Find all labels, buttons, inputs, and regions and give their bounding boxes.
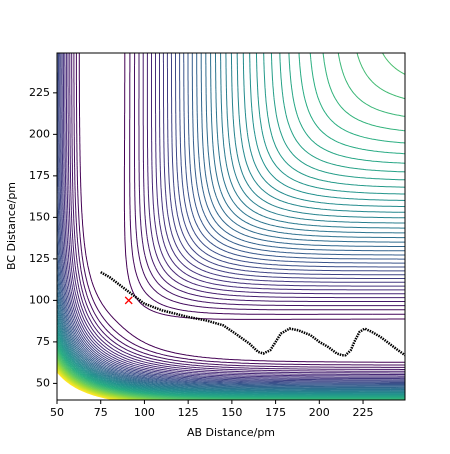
contour-line bbox=[73, 53, 405, 368]
contour-line bbox=[57, 53, 405, 394]
y-tick-label: 50 bbox=[36, 376, 50, 389]
contour-line bbox=[78, 53, 405, 363]
contour-line bbox=[57, 53, 405, 386]
contour-line bbox=[57, 53, 405, 397]
x-tick-label: 225 bbox=[353, 406, 374, 419]
y-tick-label: 150 bbox=[29, 210, 50, 223]
contour-line bbox=[57, 53, 405, 387]
x-tick-label: 125 bbox=[178, 406, 199, 419]
contour-line bbox=[57, 53, 405, 394]
contour-line bbox=[57, 53, 405, 390]
contour-line bbox=[71, 53, 405, 370]
contour-line bbox=[75, 53, 405, 366]
contour-line bbox=[57, 53, 405, 391]
contour-plot bbox=[57, 53, 405, 400]
x-tick-label: 75 bbox=[94, 406, 108, 419]
x-tick-label: 200 bbox=[309, 406, 330, 419]
x-tick-label: 175 bbox=[265, 406, 286, 419]
contour-line bbox=[57, 53, 405, 385]
contour-line bbox=[62, 53, 405, 378]
contour-line bbox=[64, 53, 405, 377]
contour-line bbox=[57, 53, 405, 397]
contour-line bbox=[57, 53, 405, 392]
contour-line bbox=[57, 53, 405, 396]
plot-frame bbox=[56, 52, 406, 401]
contour-line bbox=[57, 53, 405, 389]
contour-line bbox=[57, 53, 405, 400]
marker-cross bbox=[124, 296, 133, 305]
y-tick-label: 75 bbox=[36, 335, 50, 348]
trajectory-layer bbox=[100, 271, 405, 357]
contour-line bbox=[57, 53, 405, 392]
y-tick-label: 100 bbox=[29, 293, 50, 306]
x-tick-label: 100 bbox=[134, 406, 155, 419]
y-tick-label: 200 bbox=[29, 127, 50, 140]
contour-line bbox=[69, 53, 405, 372]
contour-line bbox=[57, 53, 405, 389]
x-tick-label: 50 bbox=[50, 406, 64, 419]
contour-line bbox=[59, 53, 405, 382]
y-tick-label: 175 bbox=[29, 169, 50, 182]
y-tick-label: 125 bbox=[29, 252, 50, 265]
x-tick-label: 150 bbox=[221, 406, 242, 419]
contour-line bbox=[60, 53, 405, 381]
contour-line bbox=[58, 53, 405, 383]
contour-line bbox=[67, 53, 405, 374]
x-axis-label: AB Distance/pm bbox=[187, 426, 275, 439]
y-tick-label: 225 bbox=[29, 86, 50, 99]
contour-line bbox=[57, 53, 405, 399]
trajectory-line bbox=[100, 271, 405, 357]
contour-line bbox=[57, 53, 405, 396]
y-axis-label: BC Distance/pm bbox=[5, 182, 18, 270]
contour-line bbox=[65, 53, 405, 375]
contour-line bbox=[57, 53, 405, 395]
contour-line bbox=[61, 53, 405, 380]
contour-line bbox=[57, 53, 405, 388]
